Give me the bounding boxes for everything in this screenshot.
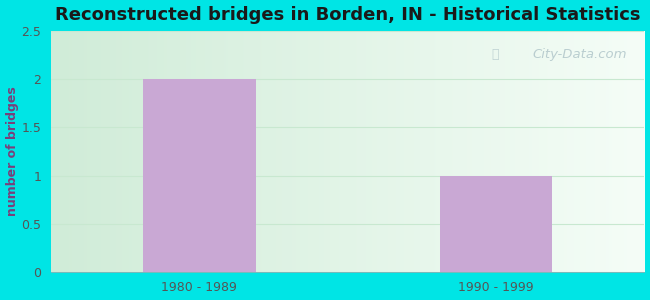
Y-axis label: number of bridges: number of bridges [6, 87, 19, 216]
Bar [440, 176, 552, 272]
Text: City-Data.com: City-Data.com [532, 48, 627, 61]
Text: ⦿: ⦿ [491, 48, 499, 61]
Bar [143, 79, 255, 272]
Title: Reconstructed bridges in Borden, IN - Historical Statistics: Reconstructed bridges in Borden, IN - Hi… [55, 6, 640, 24]
